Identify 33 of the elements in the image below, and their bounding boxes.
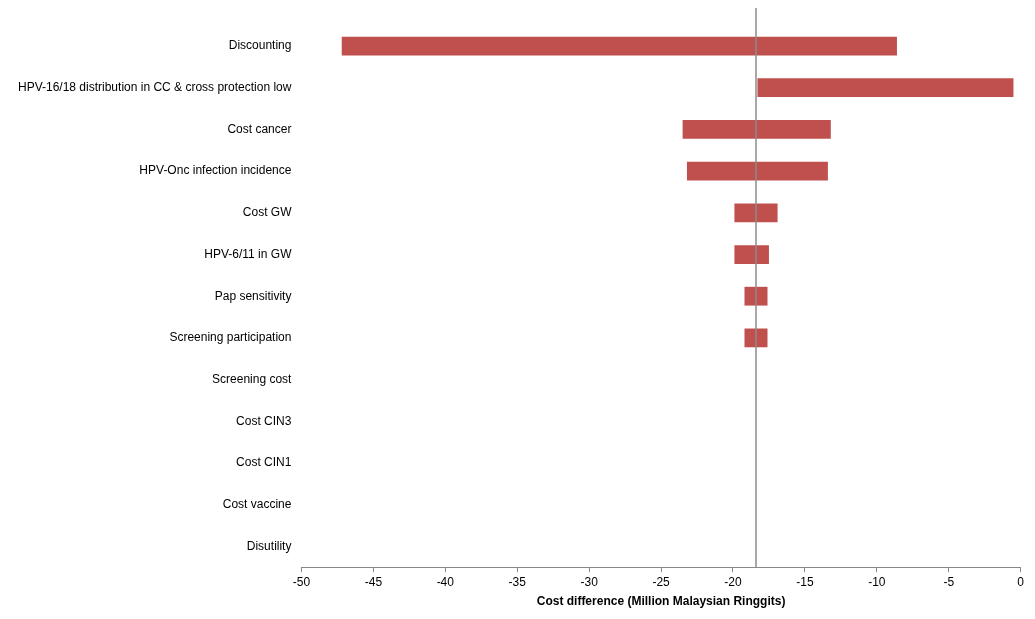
bar xyxy=(734,203,778,223)
y-tick-label: Disutility xyxy=(246,538,292,553)
bar xyxy=(341,36,897,56)
x-tick-label: -35 xyxy=(508,574,527,589)
bar xyxy=(686,161,828,181)
x-axis-title: Cost difference (Million Malaysian Ringgits) xyxy=(536,594,786,609)
x-tick-label: 0 xyxy=(1017,574,1025,589)
y-tick-label: HPV-16/18 distribution in CC & cross protection low xyxy=(17,80,292,95)
x-tick-label: -20 xyxy=(724,574,742,589)
y-tick-label: Cost cancer xyxy=(227,121,292,136)
x-tick-label: -10 xyxy=(868,574,886,589)
y-tick-label: Cost CIN3 xyxy=(236,413,292,428)
x-tick-label: -45 xyxy=(364,574,383,589)
y-tick-label: Pap sensitivity xyxy=(214,288,292,303)
y-tick-label: Screening cost xyxy=(212,371,293,386)
y-tick-label: HPV-Onc infection incidence xyxy=(139,163,292,178)
y-tick-label: Screening participation xyxy=(169,330,292,345)
x-tick-label: -30 xyxy=(580,574,599,589)
x-tick-label: -5 xyxy=(943,574,955,589)
y-tick-label: Cost GW xyxy=(242,205,293,220)
y-tick-label: Cost vaccine xyxy=(222,496,292,511)
x-tick-label: -25 xyxy=(652,574,671,589)
bar xyxy=(734,245,769,264)
bar xyxy=(682,120,831,139)
y-tick-label: Cost CIN1 xyxy=(236,455,292,470)
x-tick-label: -15 xyxy=(796,574,814,589)
x-tick-label: -50 xyxy=(292,574,311,589)
bar xyxy=(757,78,1014,98)
y-tick-label: Discounting xyxy=(228,38,292,53)
x-tick-label: -40 xyxy=(436,574,455,589)
bar xyxy=(744,328,768,348)
bar xyxy=(744,286,768,306)
y-tick-label: HPV-6/11 in GW xyxy=(204,246,293,261)
